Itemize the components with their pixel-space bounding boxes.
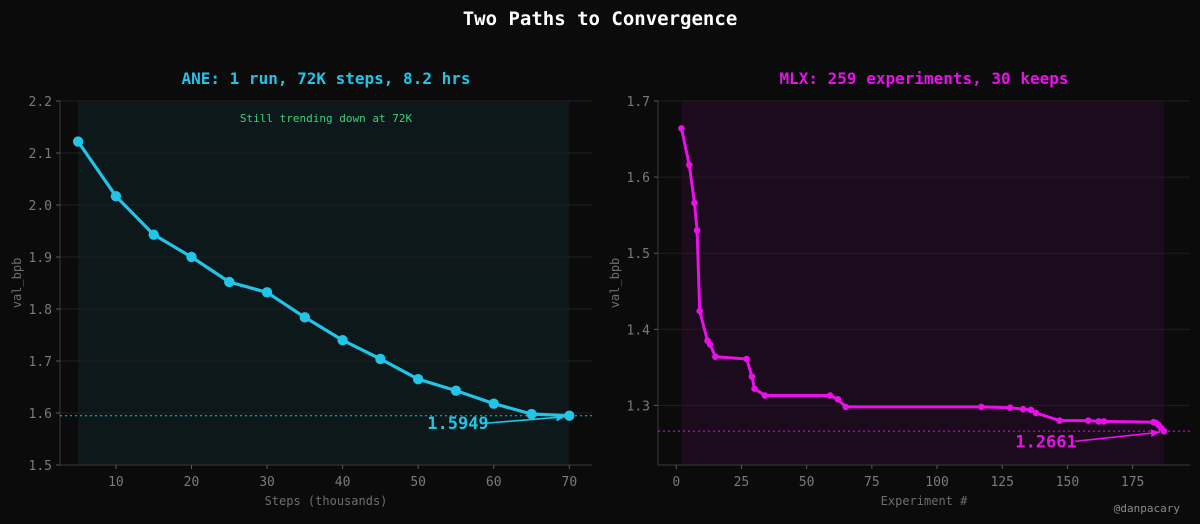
mlx-data-point (751, 385, 758, 392)
mlx-data-point (1095, 418, 1103, 425)
ane-data-point (148, 229, 159, 240)
ane-data-point (564, 410, 575, 421)
mlx-chart: 1.3 1.4 1.5 1.6 1.7 0 25 50 75 100 125 150 175 MLX: 2… (608, 69, 1190, 508)
ane-data-point (186, 251, 197, 263)
mlx-annotation-value: 1.2661 (1015, 432, 1076, 452)
ane-y-tick-label: 1.9 (29, 251, 52, 266)
ane-y-tick-label: 1.6 (29, 407, 52, 422)
ane-data-point (375, 353, 386, 365)
ane-series-line (76, 140, 571, 418)
ane-y-axis-label: val_bpb (10, 258, 24, 309)
ane-annotation-value: 1.5949 (427, 414, 488, 434)
ane-x-tick-label: 30 (259, 475, 275, 490)
ane-x-tick-label: 50 (410, 475, 426, 490)
mlx-data-point (826, 392, 834, 399)
ane-data-point (110, 190, 122, 202)
ane-x-tick-label: 70 (562, 475, 578, 490)
mlx-data-point (1100, 418, 1108, 425)
ane-x-tick-label: 20 (184, 475, 200, 490)
mlx-data-point (693, 227, 701, 234)
mlx-data-point (978, 403, 985, 411)
ane-annotation-note: Still trending down at 72K (240, 112, 413, 125)
credit-text: @danpacary (1114, 502, 1181, 515)
ane-data-point (450, 385, 462, 396)
ane-data-point (337, 335, 348, 346)
ane-data-point (72, 136, 84, 147)
mlx-y-tick-label: 1.4 (627, 323, 651, 338)
figure-title: Two Paths to Convergence (463, 8, 738, 30)
mlx-data-point (748, 373, 756, 380)
mlx-data-point (1032, 409, 1040, 417)
mlx-y-axis-label: val_bpb (608, 258, 622, 309)
mlx-data-point (1056, 417, 1063, 424)
ane-x-tick-label: 40 (335, 475, 351, 490)
mlx-data-point (691, 199, 698, 207)
mlx-y-tick-label: 1.3 (627, 399, 650, 414)
ane-annotation-arrowhead (556, 413, 566, 422)
ane-data-point (299, 312, 311, 323)
mlx-x-tick-label: 175 (1121, 475, 1144, 490)
mlx-x-tick-label: 0 (672, 475, 680, 490)
mlx-annotation-arrow (1075, 431, 1161, 443)
mlx-data-point (712, 353, 719, 361)
mlx-x-tick-label: 75 (864, 475, 880, 490)
ane-data-point (488, 398, 499, 409)
mlx-data-point (743, 355, 750, 363)
mlx-data-point (696, 307, 704, 315)
mlx-data-point (761, 392, 769, 399)
mlx-x-axis-label: Experiment # (881, 494, 968, 508)
mlx-data-point (842, 403, 850, 411)
mlx-y-tick-label: 1.5 (627, 247, 650, 262)
ane-chart: 1.5 1.6 1.7 1.8 1.9 2.0 2.1 2.2 10 20 30 40 50 60 70 AN… (10, 69, 592, 508)
mlx-data-point (706, 341, 714, 348)
mlx-data-point (1019, 405, 1027, 413)
mlx-data-point (678, 125, 685, 132)
ane-x-axis-label: Steps (thousands) (265, 494, 388, 508)
mlx-data-point (834, 396, 842, 403)
ane-annotation-arrow (487, 415, 566, 424)
mlx-data-point (1160, 427, 1168, 435)
mlx-y-tick-label: 1.7 (627, 95, 650, 110)
ane-y-tick-label: 1.5 (29, 459, 52, 474)
ane-data-point (412, 374, 424, 385)
ane-y-tick-label: 2.1 (29, 147, 52, 162)
mlx-x-tick-label: 100 (925, 475, 948, 490)
mlx-x-tick-label: 125 (990, 475, 1013, 490)
ane-data-point (224, 276, 235, 288)
mlx-data-point (1084, 417, 1092, 424)
mlx-x-tick-label: 25 (734, 475, 750, 490)
ane-y-tick-label: 1.7 (29, 355, 52, 370)
mlx-chart-title: MLX: 259 experiments, 30 keeps (780, 69, 1069, 88)
mlx-data-point (1027, 406, 1035, 414)
mlx-x-tick-label: 50 (799, 475, 815, 490)
ane-y-tick-label: 1.8 (29, 303, 52, 318)
ane-data-point (261, 287, 273, 298)
mlx-shaded-region (681, 101, 1164, 465)
mlx-data-point (685, 161, 693, 169)
mlx-data-point (1006, 404, 1014, 411)
ane-x-tick-label: 10 (108, 475, 124, 490)
ane-y-tick-label: 2.0 (29, 199, 52, 214)
ane-y-tick-label: 2.2 (29, 95, 52, 110)
ane-shaded-region (78, 101, 570, 465)
mlx-annotation-arrowhead (1150, 429, 1160, 438)
ane-x-tick-label: 60 (486, 475, 502, 490)
ane-data-point (526, 408, 537, 420)
mlx-y-tick-label: 1.6 (627, 171, 650, 186)
ane-chart-title: ANE: 1 run, 72K steps, 8.2 hrs (182, 69, 471, 88)
mlx-x-tick-label: 150 (1056, 475, 1079, 490)
